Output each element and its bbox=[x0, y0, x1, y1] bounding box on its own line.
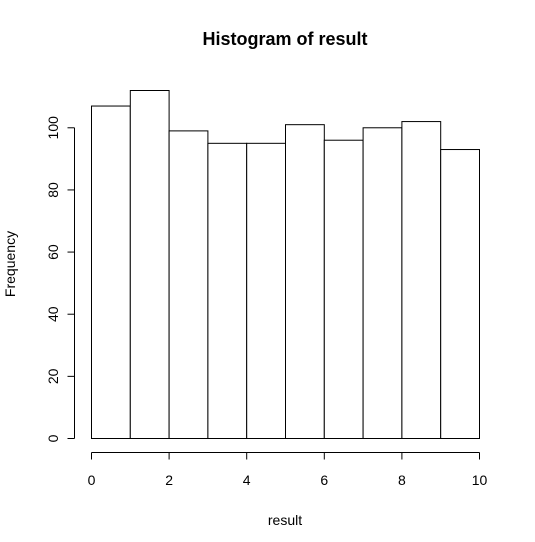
x-tick-label-6: 6 bbox=[320, 472, 328, 488]
x-axis: 0 2 4 6 8 10 bbox=[88, 452, 488, 488]
x-tick-label-10: 10 bbox=[472, 472, 488, 488]
histogram-bar-9 bbox=[440, 149, 481, 440]
bars-group bbox=[91, 90, 481, 440]
histogram-bar-2 bbox=[168, 130, 209, 439]
histogram-bar-4 bbox=[246, 142, 286, 439]
y-tick-label-60: 60 bbox=[45, 244, 61, 260]
histogram-bar-3 bbox=[207, 142, 248, 439]
y-tick-label-80: 80 bbox=[45, 182, 61, 198]
x-axis-label: result bbox=[268, 512, 302, 528]
y-axis: 0 20 40 60 80 100 bbox=[45, 116, 75, 442]
histogram-bar-5 bbox=[285, 124, 325, 440]
y-tick-label-0: 0 bbox=[45, 434, 61, 442]
histogram-bar-8 bbox=[401, 121, 442, 439]
chart-title: Histogram of result bbox=[202, 29, 367, 49]
y-tick-label-100: 100 bbox=[45, 116, 61, 140]
histogram-bar-0 bbox=[91, 105, 131, 440]
y-tick-label-20: 20 bbox=[45, 368, 61, 384]
x-tick-label-0: 0 bbox=[88, 472, 96, 488]
histogram-bar-1 bbox=[129, 90, 170, 439]
y-tick-label-40: 40 bbox=[45, 306, 61, 322]
x-tick-label-2: 2 bbox=[165, 472, 173, 488]
y-axis-label: Frequency bbox=[2, 231, 18, 297]
x-tick-label-4: 4 bbox=[243, 472, 251, 488]
x-tick-label-8: 8 bbox=[398, 472, 406, 488]
histogram-bar-6 bbox=[323, 139, 364, 439]
histogram-bar-7 bbox=[362, 127, 403, 440]
